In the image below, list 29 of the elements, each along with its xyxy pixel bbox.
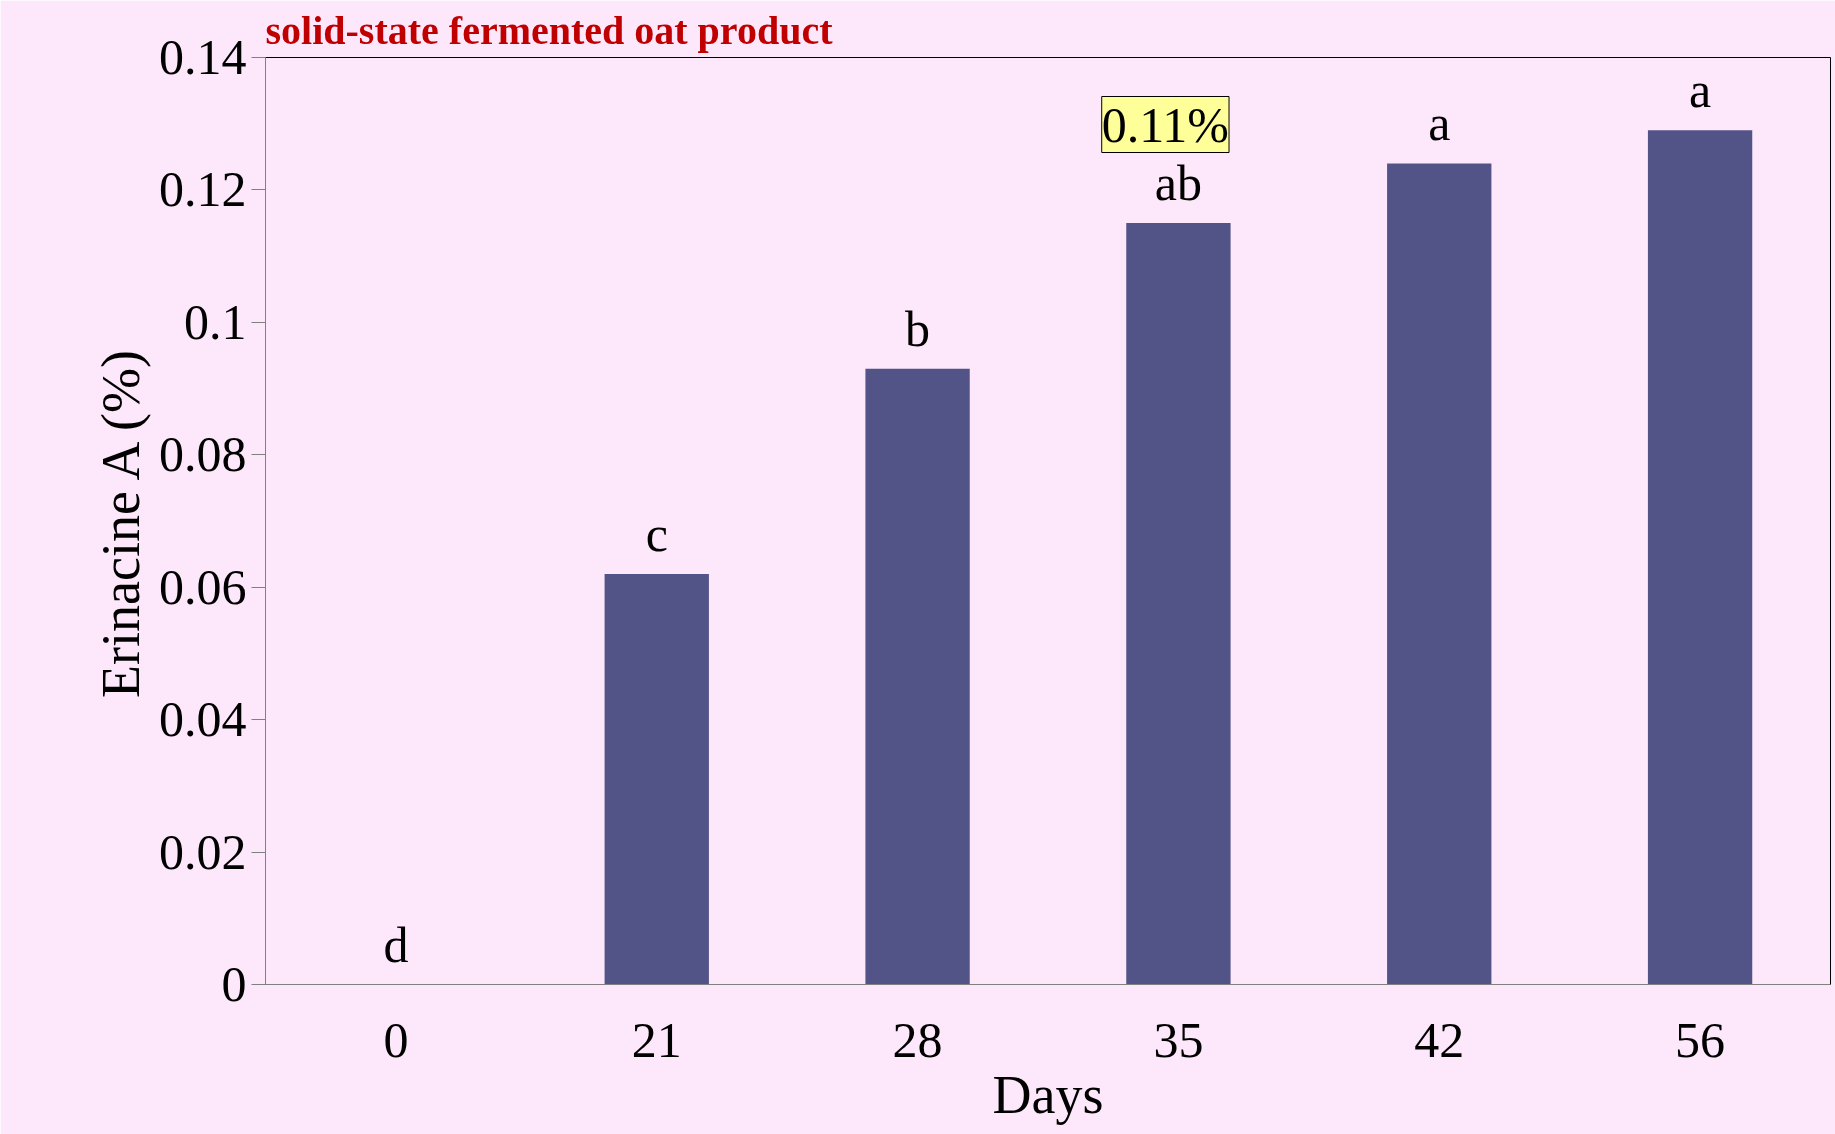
y-axis-title: Erinacine A (%)	[91, 350, 151, 698]
annotation: ab	[1154, 155, 1203, 212]
annotation: c	[645, 505, 668, 562]
bar	[1647, 130, 1753, 985]
y-tick-label: 0.02	[159, 823, 247, 880]
x-tick-label: 42	[1414, 1011, 1465, 1068]
y-tick-label: 0	[221, 956, 247, 1012]
x-tick-label: 28	[892, 1011, 943, 1068]
y-tick-label: 0.04	[159, 691, 247, 748]
annotation: a	[1688, 62, 1712, 119]
annotation: 0.11%	[1101, 96, 1230, 153]
bar	[604, 573, 709, 985]
chart-title: solid-state fermented oat product	[265, 7, 834, 53]
annotation: a	[1428, 95, 1451, 152]
y-tick-label: 0.14	[159, 29, 247, 85]
y-tick-label: 0.06	[159, 558, 247, 615]
x-tick-label: 21	[631, 1011, 682, 1068]
x-tick-label: 35	[1153, 1011, 1204, 1068]
bar	[865, 368, 970, 985]
bar	[1126, 223, 1231, 985]
x-axis-title: Days	[992, 1064, 1104, 1125]
annotation: d	[383, 916, 409, 973]
y-tick-label: 0.08	[159, 426, 247, 483]
bar	[1387, 163, 1492, 985]
x-tick-label: 56	[1675, 1011, 1726, 1068]
x-tick-label: 0	[383, 1011, 409, 1068]
annotation: b	[905, 300, 931, 357]
y-tick-label: 0.12	[159, 161, 247, 218]
y-tick-label: 0.1	[184, 293, 247, 350]
